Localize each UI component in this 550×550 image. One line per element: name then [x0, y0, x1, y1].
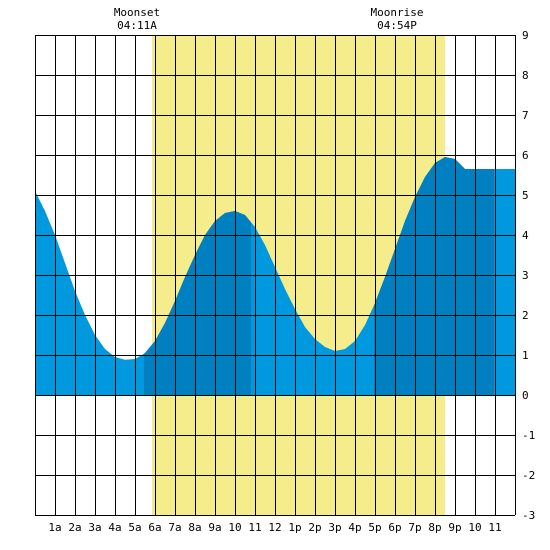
x-tick-label: 8p — [428, 521, 441, 534]
x-tick-label: 1p — [288, 521, 301, 534]
y-tick-label: -1 — [522, 429, 535, 442]
y-tick-label: 6 — [522, 149, 529, 162]
y-tick-label: 2 — [522, 309, 529, 322]
x-tick-label: 7a — [168, 521, 181, 534]
moonrise-time: 04:54P — [377, 19, 417, 32]
x-tick-labels: 1a 2a 3a 4a 5a 6a 7a 8a 9a 10 11 12 1p 2p 3p 4p 5p 6p 7p 8p… — [48, 521, 501, 534]
x-tick-label: 10 — [468, 521, 481, 534]
y-tick-label: 0 — [522, 389, 529, 402]
y-tick-labels: -3 -2 -1 0 1 2 3 4 5 6 7 8 9 — [522, 29, 535, 522]
x-tick-label: 3a — [88, 521, 101, 534]
x-tick-label: 6p — [388, 521, 401, 534]
moon-annotations: Moonset 04:11A Moonrise 04:54P — [114, 6, 424, 32]
x-tick-label: 9a — [208, 521, 221, 534]
x-tick-label: 10 — [228, 521, 241, 534]
x-tick-label: 5p — [368, 521, 381, 534]
x-tick-label: 6a — [148, 521, 161, 534]
y-tick-label: 5 — [522, 189, 529, 202]
y-tick-label: 4 — [522, 229, 529, 242]
moonset-label: Moonset — [114, 6, 160, 19]
x-tick-label: 12 — [268, 521, 281, 534]
x-tick-label: 11 — [488, 521, 501, 534]
x-tick-label: 8a — [188, 521, 201, 534]
moonrise-label: Moonrise — [371, 6, 424, 19]
y-tick-label: 3 — [522, 269, 529, 282]
x-tick-label: 2a — [68, 521, 81, 534]
y-tick-label: -2 — [522, 469, 535, 482]
moonset-time: 04:11A — [117, 19, 157, 32]
y-tick-label: 8 — [522, 69, 529, 82]
x-tick-label: 11 — [248, 521, 261, 534]
x-tick-label: 1a — [48, 521, 61, 534]
tide-area-shaded — [144, 211, 251, 395]
y-tick-label: 9 — [522, 29, 529, 42]
x-tick-label: 2p — [308, 521, 321, 534]
grid-layer — [35, 35, 516, 516]
y-tick-label: 1 — [522, 349, 529, 362]
y-tick-label: -3 — [522, 509, 535, 522]
x-tick-label: 7p — [408, 521, 421, 534]
x-tick-label: 4p — [348, 521, 361, 534]
y-tick-label: 7 — [522, 109, 529, 122]
x-tick-label: 9p — [448, 521, 461, 534]
x-tick-label: 4a — [108, 521, 121, 534]
x-tick-label: 5a — [128, 521, 141, 534]
x-tick-label: 3p — [328, 521, 341, 534]
